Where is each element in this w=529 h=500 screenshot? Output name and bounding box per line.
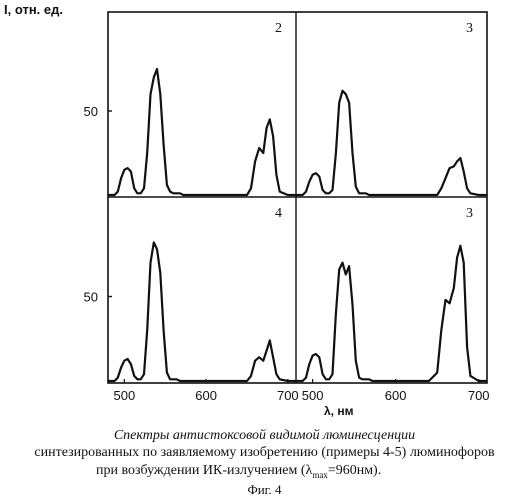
caption-line-3-start: при возбуждении ИК-излучением (λ [96, 463, 312, 478]
panel-label: 3 [466, 206, 473, 221]
x-tick-label: 700 [468, 388, 490, 403]
panel-frames [108, 12, 487, 383]
y-tick-label: 50 [84, 290, 98, 305]
x-tick-label: 500 [302, 388, 324, 403]
x-tick-label: 600 [195, 388, 217, 403]
x-tick-label: 500 [113, 388, 135, 403]
panel-1: 2 50 [84, 21, 296, 195]
panel-4: 3 500 600 700 [296, 206, 490, 403]
caption-line-3-end: =960нм). [328, 463, 381, 478]
caption-line-3: при возбуждении ИК-излучением (λmax=960н… [96, 463, 526, 480]
y-tick-label: 50 [84, 104, 98, 119]
caption-line-2: синтезированных по заявляемому изобретен… [0, 445, 529, 461]
y-axis-label: I, отн. ед. [4, 2, 63, 17]
spectrum-line-1-1 [108, 69, 296, 195]
x-tick-label: 700 [277, 388, 299, 403]
spectra-figure: 2 50 3 4 50 500 600 700 3 500 600 700 [0, 0, 529, 420]
panel-2: 3 [296, 21, 487, 195]
spectrum-line-3-1 [108, 242, 296, 381]
spectrum-line-2-1 [296, 91, 487, 195]
x-axis-label: λ, нм [324, 404, 353, 418]
caption-line-1: Спектры антистоксовой видимой люминесцен… [0, 428, 529, 444]
caption-subscript: max [312, 470, 328, 480]
panel-label: 4 [275, 206, 282, 221]
figure-number: Фиг. 4 [0, 482, 529, 498]
x-tick-label: 600 [385, 388, 407, 403]
spectrum-line-4-1 [296, 246, 487, 381]
panel-label: 3 [466, 21, 473, 36]
panel-3: 4 50 500 600 700 [84, 206, 299, 403]
panel-label: 2 [275, 21, 282, 36]
